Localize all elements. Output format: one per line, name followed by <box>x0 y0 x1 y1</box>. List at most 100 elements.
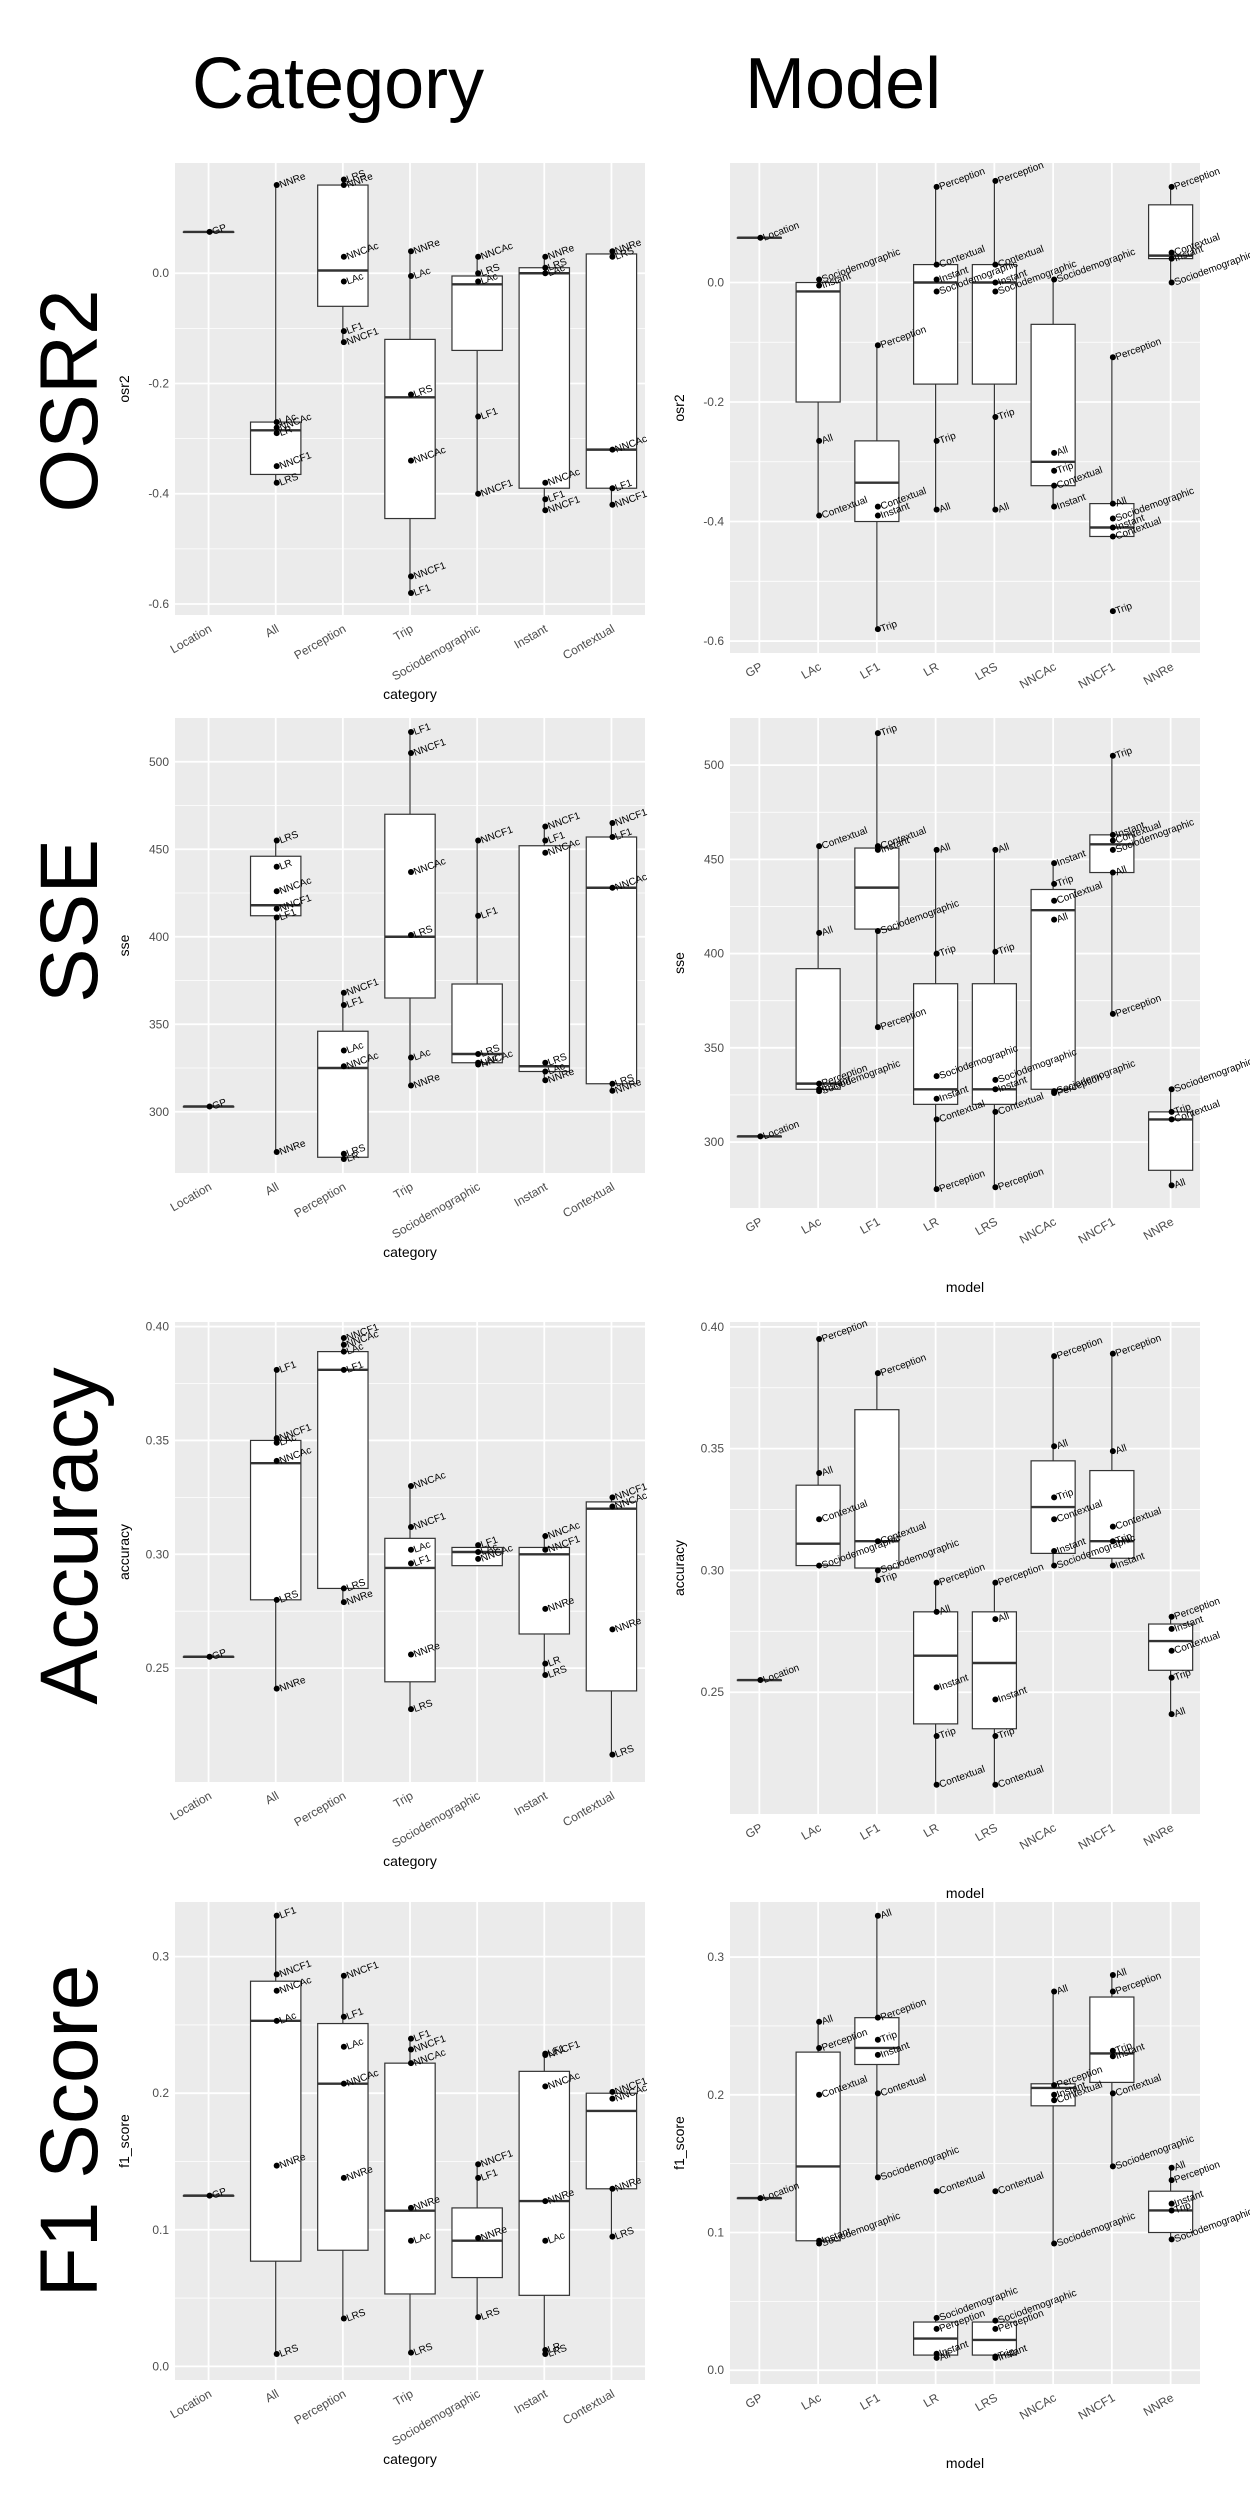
x-axis-title: category <box>383 686 437 702</box>
box-iqr <box>249 1980 302 2262</box>
data-point <box>340 1047 347 1054</box>
data-point <box>273 1149 280 1155</box>
y-tick-label: 500 <box>704 758 724 772</box>
y-tick-label: 0.0 <box>707 2363 724 2377</box>
x-tick-label: LF1 <box>857 2390 882 2413</box>
x-tick-label: Trip <box>391 621 416 643</box>
x-tick-label: LAc <box>799 2390 824 2412</box>
data-point <box>408 273 414 279</box>
data-point <box>816 843 823 850</box>
data-point <box>933 1073 940 1080</box>
data-point <box>1109 1448 1116 1455</box>
box-iqr <box>795 2051 841 2242</box>
data-point <box>475 912 482 919</box>
y-tick-label: -0.6 <box>148 597 169 611</box>
box-NNRe <box>1147 186 1194 283</box>
data-point <box>992 506 999 513</box>
box-LRS <box>971 849 1018 1188</box>
box-LRS <box>971 2317 1018 2358</box>
data-point <box>475 413 482 420</box>
data-point <box>1051 467 1058 474</box>
data-point <box>475 270 482 277</box>
x-tick-label: NNRe <box>1141 659 1177 688</box>
data-point <box>933 183 940 190</box>
data-point <box>874 730 881 737</box>
data-point <box>542 2351 549 2358</box>
data-point <box>542 496 549 503</box>
y-tick-label: 0.35 <box>146 1433 170 1447</box>
data-point <box>475 278 482 285</box>
data-point <box>475 1555 482 1562</box>
data-point <box>542 270 549 277</box>
data-point <box>933 1579 940 1586</box>
data-point <box>408 1482 414 1489</box>
box-LR <box>912 2317 959 2358</box>
x-tick-label: LRS <box>973 1820 1000 1844</box>
data-point <box>273 837 280 844</box>
box-Perception <box>317 1337 369 1603</box>
box-Trip <box>384 732 436 1086</box>
data-point <box>1051 2240 1058 2247</box>
data-point <box>542 1546 549 1553</box>
x-axis-title: model <box>946 1279 984 1295</box>
x-tick-label: LR <box>921 2390 942 2410</box>
x-tick-label: Trip <box>391 1179 416 1201</box>
y-tick-label: 0.25 <box>146 1661 170 1675</box>
box-Instant <box>518 2053 571 2353</box>
data-point <box>1109 608 1116 615</box>
data-point <box>475 837 482 844</box>
data-point <box>542 507 549 514</box>
data-point <box>1168 1086 1175 1093</box>
box-iqr <box>912 983 959 1105</box>
point-label: All <box>1055 1438 1069 1452</box>
panel-background <box>730 163 1200 653</box>
data-point <box>273 479 280 486</box>
x-tick-label: NNCAc <box>1017 1820 1059 1852</box>
data-point <box>874 1370 881 1377</box>
data-point <box>609 1626 616 1633</box>
data-point <box>475 1549 482 1555</box>
data-point <box>340 2174 347 2181</box>
data-point <box>1109 837 1116 844</box>
y-axis-title: osr2 <box>671 394 687 421</box>
x-tick-label: NNRe <box>1141 1820 1177 1849</box>
data-point <box>992 1781 999 1788</box>
y-axis-title: accuracy <box>116 1524 132 1580</box>
data-point <box>933 1186 940 1193</box>
point-label: All <box>820 433 834 447</box>
data-point <box>609 2095 616 2102</box>
data-point <box>1168 1182 1175 1189</box>
data-point <box>1109 354 1116 361</box>
data-point <box>874 1912 881 1919</box>
x-tick-label: NNCF1 <box>1076 659 1118 691</box>
box-iqr <box>451 2207 503 2279</box>
data-point <box>206 1103 213 1110</box>
box-iqr <box>518 1546 571 1635</box>
data-point <box>475 490 482 497</box>
data-point <box>273 424 280 431</box>
data-point <box>874 846 881 853</box>
data-point <box>874 626 881 633</box>
point-label: GP <box>211 1097 229 1112</box>
data-point <box>340 176 347 183</box>
data-point <box>992 2188 999 2195</box>
box-iqr <box>317 1351 369 1590</box>
data-point <box>1051 2082 1058 2089</box>
x-axis-title: model <box>946 2455 984 2471</box>
data-point <box>1168 2177 1175 2184</box>
data-point <box>992 2354 999 2361</box>
point-label: All <box>1173 1177 1187 1191</box>
data-point <box>874 512 881 519</box>
data-point <box>1109 2163 1116 2170</box>
box-iqr <box>1089 1469 1135 1559</box>
data-point <box>992 288 999 295</box>
data-point <box>816 1562 823 1569</box>
data-point <box>757 2195 764 2202</box>
data-point <box>1051 1562 1058 1569</box>
data-point <box>1051 2091 1058 2098</box>
point-label: All <box>820 925 834 939</box>
data-point <box>273 1912 280 1919</box>
y-tick-label: 400 <box>704 947 724 961</box>
data-point <box>1051 1353 1058 1360</box>
